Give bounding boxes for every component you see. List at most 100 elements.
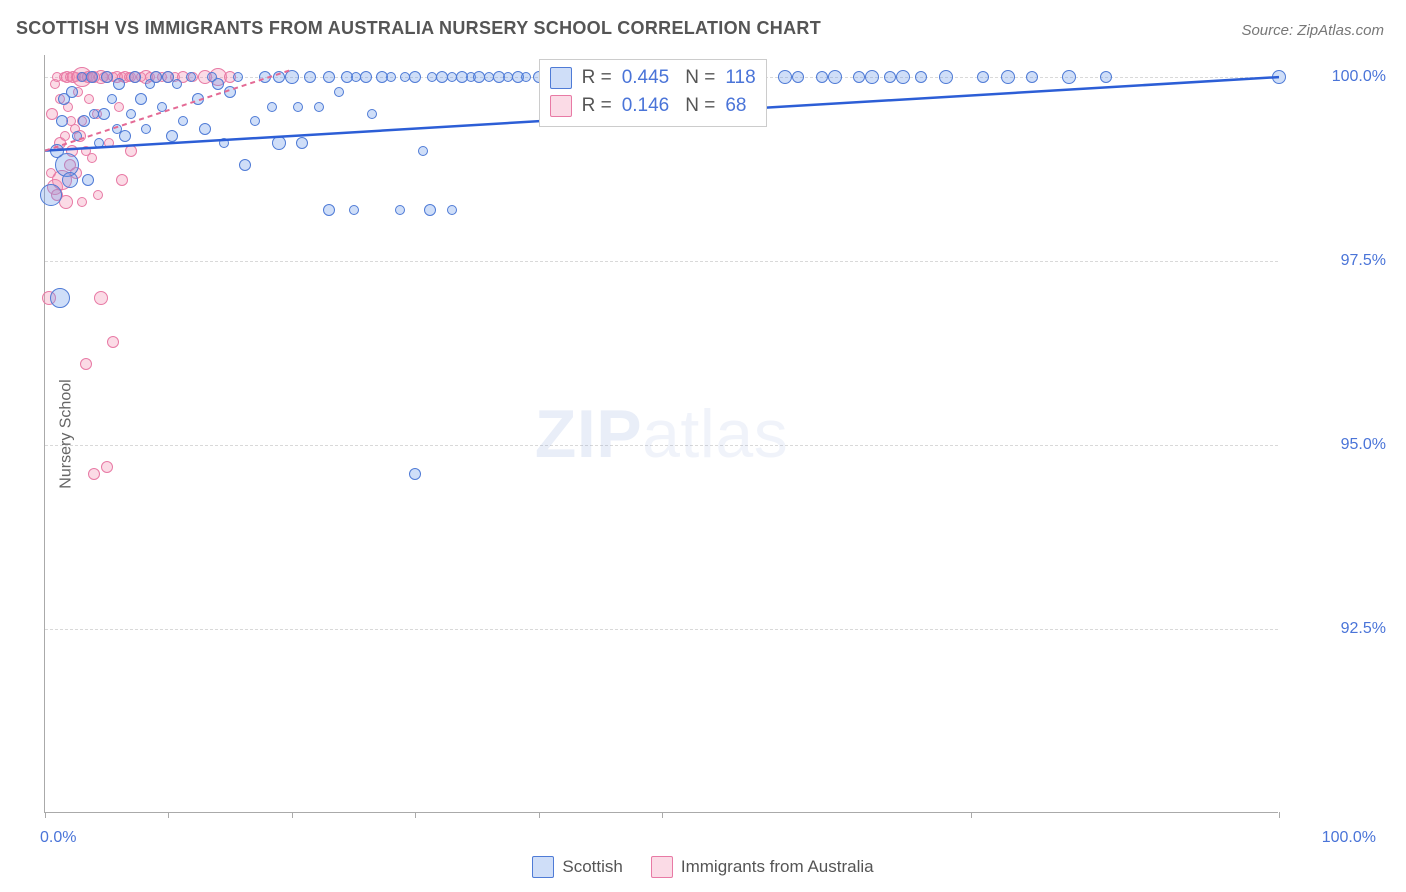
stats-legend-row: R =0.146N =68 [550, 92, 756, 120]
data-point [212, 78, 224, 90]
y-tick-label: 95.0% [1341, 436, 1386, 454]
data-point [116, 174, 128, 186]
series-legend: Scottish Immigrants from Australia [0, 856, 1406, 878]
data-point [60, 131, 70, 141]
chart-title: SCOTTISH VS IMMIGRANTS FROM AUSTRALIA NU… [16, 18, 821, 39]
data-point [250, 116, 260, 126]
legend-item: Scottish [532, 856, 622, 878]
data-point [977, 71, 989, 83]
x-axis-max-label: 100.0% [1322, 829, 1376, 847]
x-tick-mark [539, 812, 540, 818]
data-point [939, 70, 953, 84]
data-point [80, 358, 92, 370]
data-point [915, 71, 927, 83]
data-point [304, 71, 316, 83]
data-point [192, 93, 204, 105]
data-point [101, 71, 113, 83]
data-point [267, 102, 277, 112]
data-point [1062, 70, 1076, 84]
gridline [45, 445, 1278, 446]
data-point [50, 288, 70, 308]
x-tick-mark [971, 812, 972, 818]
gridline [45, 261, 1278, 262]
data-point [828, 70, 842, 84]
data-point [114, 102, 124, 112]
data-point [119, 130, 131, 142]
data-point [219, 138, 229, 148]
data-point [409, 71, 421, 83]
data-point [293, 102, 303, 112]
x-tick-mark [662, 812, 663, 818]
data-point [157, 102, 167, 112]
data-point [186, 72, 196, 82]
data-point [87, 153, 97, 163]
data-point [40, 184, 62, 206]
data-point [224, 86, 236, 98]
data-point [78, 115, 90, 127]
data-point [94, 291, 108, 305]
data-point [86, 71, 98, 83]
x-axis-min-label: 0.0% [40, 829, 76, 847]
watermark: ZIPatlas [535, 395, 788, 473]
source-label: Source: ZipAtlas.com [1241, 22, 1384, 39]
data-point [107, 336, 119, 348]
legend-label: Immigrants from Australia [681, 857, 874, 877]
legend-swatch [651, 856, 673, 878]
legend-item: Immigrants from Australia [651, 856, 874, 878]
data-point [314, 102, 324, 112]
data-point [77, 197, 87, 207]
data-point [360, 71, 372, 83]
data-point [94, 138, 104, 148]
stats-legend: R =0.445N =118R =0.146N =68 [539, 59, 767, 127]
data-point [1100, 71, 1112, 83]
legend-label: Scottish [562, 857, 622, 877]
y-tick-label: 97.5% [1341, 252, 1386, 270]
data-point [778, 70, 792, 84]
data-point [172, 79, 182, 89]
data-point [1026, 71, 1038, 83]
data-point [135, 93, 147, 105]
data-point [792, 71, 804, 83]
x-tick-mark [1279, 812, 1280, 818]
data-point [113, 78, 125, 90]
x-tick-mark [168, 812, 169, 818]
data-point [409, 468, 421, 480]
data-point [107, 94, 117, 104]
legend-swatch [532, 856, 554, 878]
data-point [129, 71, 141, 83]
data-point [259, 71, 271, 83]
x-tick-mark [415, 812, 416, 818]
trend-lines [45, 55, 1279, 813]
data-point [104, 138, 114, 148]
legend-swatch [550, 67, 572, 89]
data-point [1272, 70, 1286, 84]
data-point [239, 159, 251, 171]
data-point [126, 109, 136, 119]
data-point [424, 204, 436, 216]
data-point [395, 205, 405, 215]
data-point [272, 136, 286, 150]
x-tick-mark [45, 812, 46, 818]
data-point [98, 108, 110, 120]
data-point [72, 131, 82, 141]
data-point [418, 146, 428, 156]
data-point [141, 124, 151, 134]
data-point [367, 109, 377, 119]
data-point [1001, 70, 1015, 84]
data-point [82, 174, 94, 186]
data-point [233, 72, 243, 82]
data-point [896, 70, 910, 84]
x-tick-mark [292, 812, 293, 818]
data-point [447, 205, 457, 215]
data-point [125, 145, 137, 157]
data-point [323, 204, 335, 216]
data-point [62, 172, 78, 188]
data-point [521, 72, 531, 82]
data-point [101, 461, 113, 473]
data-point [285, 70, 299, 84]
data-point [349, 205, 359, 215]
data-point [199, 123, 211, 135]
data-point [386, 72, 396, 82]
stats-legend-row: R =0.445N =118 [550, 64, 756, 92]
data-point [150, 71, 162, 83]
